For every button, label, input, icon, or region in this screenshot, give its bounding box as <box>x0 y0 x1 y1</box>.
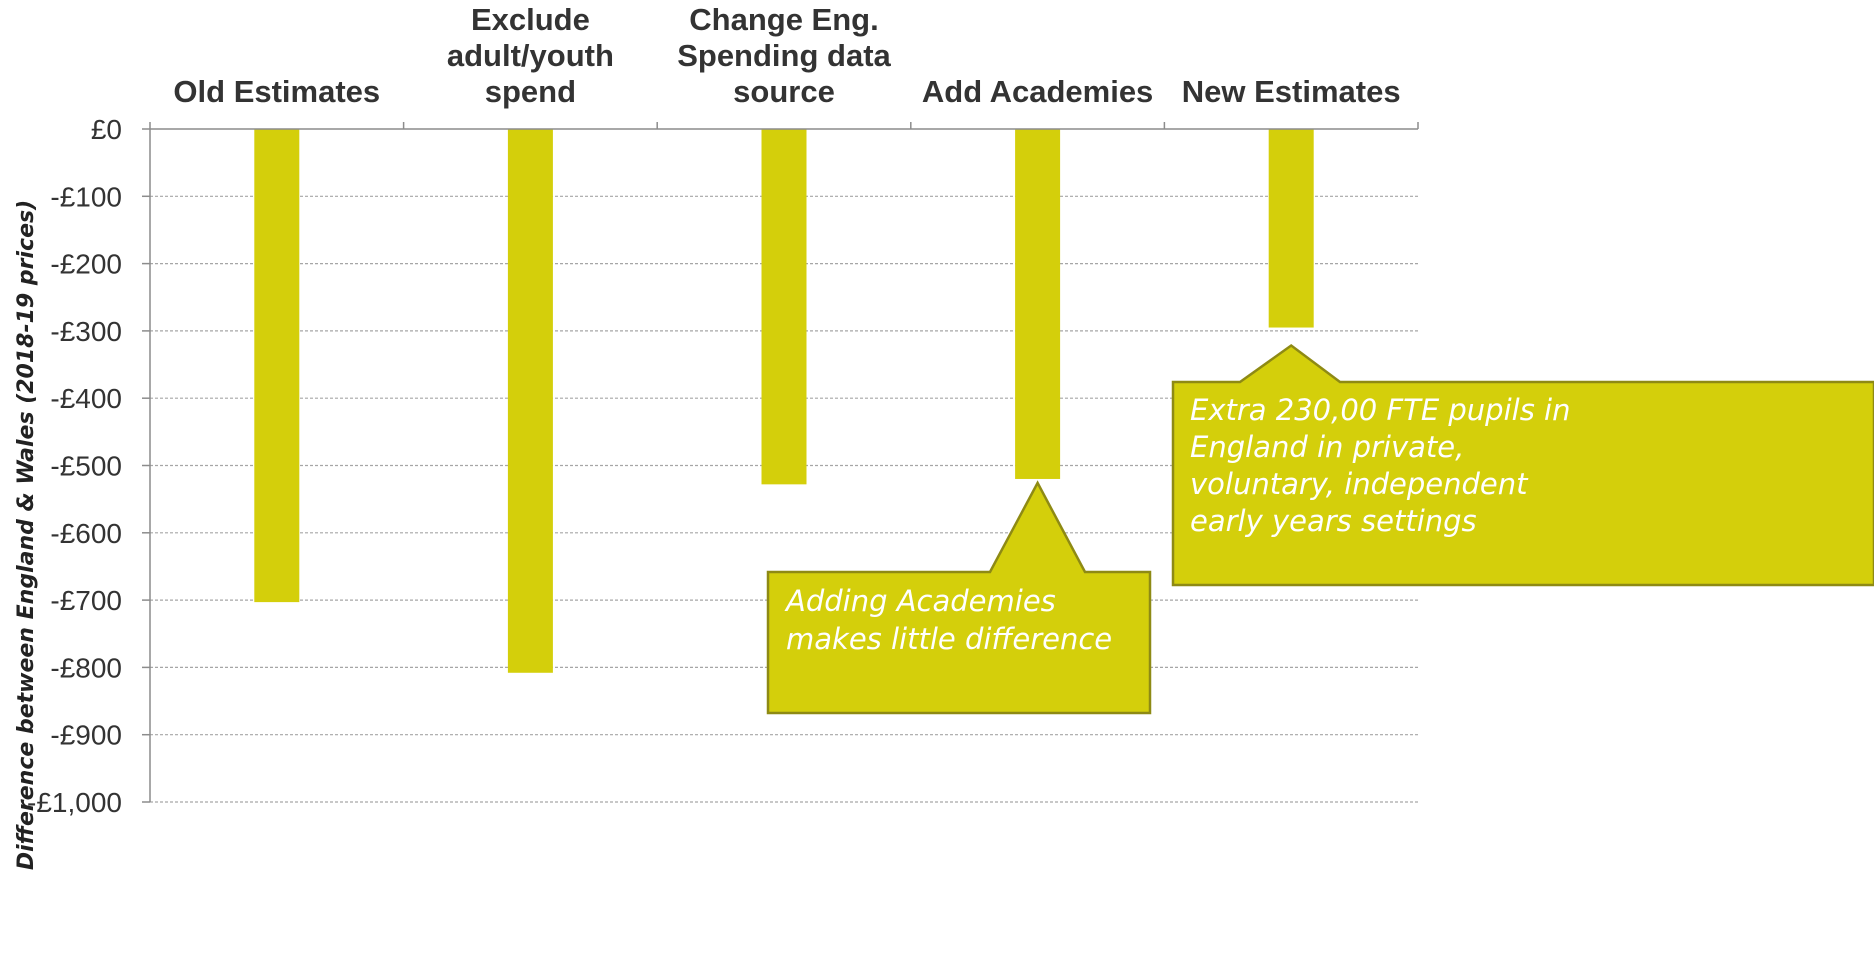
callout-text: makes little difference <box>786 622 1112 656</box>
y-tick-label: -£300 <box>50 316 122 347</box>
category-label: adult/youth <box>447 38 614 73</box>
y-tick-label: -£600 <box>50 518 122 549</box>
callout-box <box>766 480 1152 715</box>
callout-text: voluntary, independent <box>1190 467 1529 501</box>
callout-text: Adding Academies <box>784 584 1056 618</box>
y-tick-label: -£400 <box>50 383 122 414</box>
axes <box>142 122 1419 803</box>
y-tick-label: -£800 <box>50 652 122 683</box>
bar <box>254 129 300 603</box>
bar <box>761 129 807 485</box>
y-tick-labels: £0 -£100 -£200 -£300 -£400 -£500 -£600 -£700 -£8… <box>27 114 122 818</box>
y-tick-label: £0 <box>91 114 122 145</box>
category-label: source <box>733 74 835 109</box>
y-tick-label: -£1,000 <box>27 787 122 818</box>
bars <box>254 129 1314 673</box>
bar <box>1268 129 1314 328</box>
y-tick-label: -£200 <box>50 249 122 280</box>
category-label: Change Eng. <box>689 2 878 37</box>
callout-box <box>1171 343 1874 587</box>
y-axis-label: Difference between England & Wales (2018… <box>14 200 39 870</box>
y-tick-label: -£500 <box>50 451 122 482</box>
category-label: Exclude <box>471 2 590 37</box>
callout-text: England in private, <box>1190 430 1464 464</box>
y-tick-label: -£700 <box>50 585 122 616</box>
bar <box>1015 129 1061 479</box>
category-label: Spending data <box>677 38 891 73</box>
category-label: Add Academies <box>922 74 1153 109</box>
y-tick-label: -£100 <box>50 181 122 212</box>
category-label: spend <box>485 74 576 109</box>
callout-text: early years settings <box>1190 504 1477 538</box>
category-label: New Estimates <box>1182 74 1401 109</box>
bar <box>507 129 553 673</box>
callouts: Adding Academies makes little difference E… <box>766 343 1874 715</box>
category-label: Old Estimates <box>173 74 380 109</box>
y-tick-label: -£900 <box>50 720 122 751</box>
callout-text: Extra 230,00 FTE pupils in <box>1190 393 1570 427</box>
